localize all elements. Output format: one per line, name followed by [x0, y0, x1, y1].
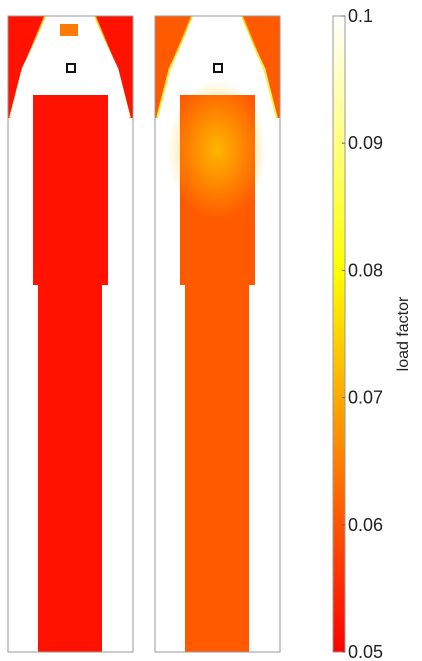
heatmap-panel-1 [7, 15, 134, 653]
panel-1-arch-white-left [9, 18, 55, 120]
colorbar-tick-label-1: 0.06 [348, 515, 383, 535]
panel-2-frame [154, 15, 281, 653]
colorbar-tick-label-0: 0.05 [348, 642, 383, 661]
colorbar-tick-label-2: 0.07 [348, 388, 383, 408]
colorbar-tick-label-3: 0.08 [348, 260, 383, 280]
panel-2-selected-cell [213, 63, 223, 73]
colorbar-frame [332, 15, 346, 653]
colorbar-gradient [333, 16, 345, 652]
panel-1-selected-cell [66, 63, 76, 73]
heatmap-panel-2 [154, 15, 281, 653]
colorbar: 0.05 0.06 0.07 0.08 0.09 0.1 load factor [332, 6, 412, 661]
panel-1-field [8, 16, 133, 652]
panel-2-arch-white-right [232, 18, 278, 120]
panel-1-speck [60, 24, 78, 36]
panel-1-frame [7, 15, 134, 653]
colorbar-ticks: 0.05 0.06 0.07 0.08 0.09 0.1 [342, 6, 383, 661]
panel-2-arch-white-left [156, 18, 202, 120]
panel-2-hot-spot [167, 80, 267, 220]
colorbar-tick-label-5: 0.1 [348, 6, 373, 26]
panel-2-arch-left [156, 15, 193, 119]
panel-2-arch-right [241, 15, 278, 119]
panel-1-arch-white-right [85, 18, 131, 120]
colorbar-label: load factor [395, 296, 412, 371]
colorbar-tick-label-4: 0.09 [348, 133, 383, 153]
